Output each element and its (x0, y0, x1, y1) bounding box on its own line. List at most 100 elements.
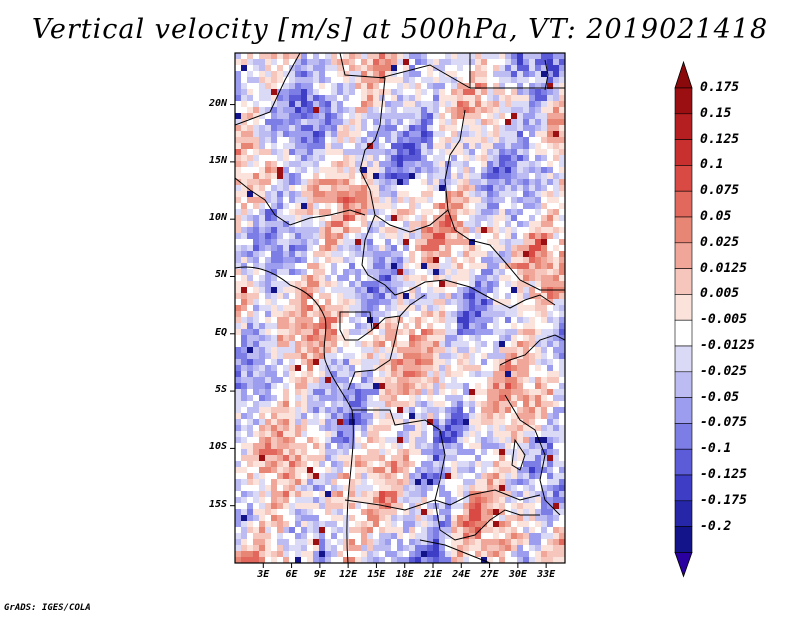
field-cell (451, 419, 458, 426)
field-cell (349, 323, 356, 330)
field-cell (403, 371, 410, 378)
field-cell (445, 485, 452, 492)
field-cell (481, 221, 488, 228)
field-cell (463, 269, 470, 276)
field-cell (307, 257, 314, 264)
field-cell (403, 509, 410, 516)
field-cell (355, 335, 362, 342)
field-cell (529, 119, 536, 126)
field-cell (379, 173, 386, 180)
field-cell (493, 557, 500, 563)
field-cell (517, 263, 524, 270)
field-cell (337, 467, 344, 474)
field-cell (493, 101, 500, 108)
field-cell (559, 437, 565, 444)
field-cell (409, 539, 416, 546)
field-cell (241, 209, 248, 216)
field-cell (289, 341, 296, 348)
field-cell (517, 83, 524, 90)
field-cell (301, 437, 308, 444)
field-cell (553, 419, 560, 426)
field-cell (445, 377, 452, 384)
field-cell (385, 515, 392, 522)
field-cell (433, 533, 440, 540)
field-cell (289, 269, 296, 276)
field-cell (361, 521, 368, 528)
field-cell (535, 173, 542, 180)
field-cell (469, 173, 476, 180)
field-cell (343, 347, 350, 354)
field-cell (247, 89, 254, 96)
field-cell (451, 245, 458, 252)
field-cell (499, 521, 506, 528)
field-cell (265, 119, 272, 126)
field-cell (391, 509, 398, 516)
field-cell (247, 137, 254, 144)
field-cell (541, 197, 548, 204)
field-cell (511, 503, 518, 510)
field-cell (313, 251, 320, 258)
field-cell (373, 551, 380, 558)
field-cell (367, 251, 374, 258)
field-cell (283, 221, 290, 228)
field-cell (367, 65, 374, 72)
field-cell (487, 311, 494, 318)
field-cell (409, 65, 416, 72)
field-cell (331, 395, 338, 402)
field-cell (421, 263, 428, 270)
field-cell (283, 101, 290, 108)
field-cell (313, 167, 320, 174)
field-cell (259, 383, 266, 390)
field-cell (331, 347, 338, 354)
field-cell (427, 437, 434, 444)
field-cell (493, 335, 500, 342)
field-cell (355, 161, 362, 168)
field-cell (241, 71, 248, 78)
field-cell (397, 107, 404, 114)
field-cell (493, 317, 500, 324)
field-cell (253, 173, 260, 180)
field-cell (259, 461, 266, 468)
field-cell (499, 413, 506, 420)
field-cell (433, 311, 440, 318)
field-cell (247, 359, 254, 366)
field-cell (421, 491, 428, 498)
field-cell (523, 467, 530, 474)
field-cell (529, 461, 536, 468)
field-cell (361, 371, 368, 378)
field-cell (295, 413, 302, 420)
field-cell (355, 95, 362, 102)
field-cell (469, 329, 476, 336)
field-cell (289, 95, 296, 102)
field-cell (385, 473, 392, 480)
field-cell (373, 557, 380, 563)
field-cell (517, 227, 524, 234)
field-cell (541, 233, 548, 240)
field-cell (247, 221, 254, 228)
field-cell (493, 365, 500, 372)
field-cell (385, 455, 392, 462)
field-cell (235, 407, 242, 414)
field-cell (523, 269, 530, 276)
field-cell (343, 473, 350, 480)
field-cell (319, 65, 326, 72)
field-cell (535, 557, 542, 563)
field-cell (355, 311, 362, 318)
field-cell (409, 365, 416, 372)
field-cell (487, 101, 494, 108)
field-cell (559, 119, 565, 126)
field-cell (259, 365, 266, 372)
field-cell (397, 419, 404, 426)
field-cell (235, 233, 242, 240)
colorbar-segment (674, 345, 693, 373)
field-cell (355, 437, 362, 444)
field-cell (439, 53, 446, 60)
field-cell (541, 437, 548, 444)
field-cell (451, 497, 458, 504)
field-cell (331, 269, 338, 276)
field-cell (241, 143, 248, 150)
field-cell (475, 383, 482, 390)
field-cell (259, 407, 266, 414)
field-cell (331, 215, 338, 222)
field-cell (433, 329, 440, 336)
